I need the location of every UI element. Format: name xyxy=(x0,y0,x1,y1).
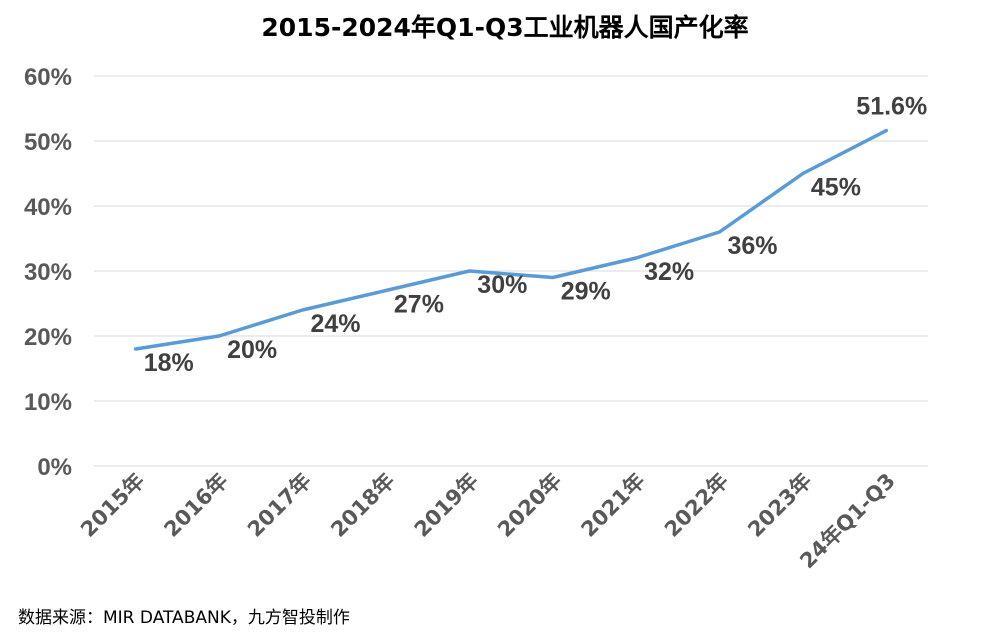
x-tick-label: 2020年 xyxy=(493,469,566,542)
data-label: 27% xyxy=(394,291,444,319)
chart-title: 2015-2024年Q1-Q3工业机器人国产化率 xyxy=(261,13,748,42)
data-label: 24% xyxy=(311,310,361,338)
x-tick-label: 2018年 xyxy=(326,469,399,542)
data-label: 18% xyxy=(144,349,194,377)
x-tick-label: 2023年 xyxy=(743,469,816,542)
x-tick-label: 2021年 xyxy=(576,469,649,542)
data-label: 30% xyxy=(477,271,527,299)
data-labels: 18% 20% 24% 27% 30% 29% 32% 36% 45% 51.6% xyxy=(144,93,927,377)
data-label: 45% xyxy=(811,174,861,202)
data-label: 36% xyxy=(728,232,778,260)
y-tick-label: 40% xyxy=(24,194,72,221)
y-axis-ticks: 0% 10% 20% 30% 40% 50% 60% xyxy=(24,64,72,481)
x-tick-label: 2015年 xyxy=(76,469,149,542)
source-note: 数据来源：MIR DATABANK，九方智投制作 xyxy=(18,603,350,628)
data-label: 51.6% xyxy=(856,93,927,121)
y-tick-label: 20% xyxy=(24,324,72,351)
y-tick-label: 30% xyxy=(24,259,72,286)
data-label: 29% xyxy=(561,278,611,306)
x-tick-label: 2017年 xyxy=(243,469,316,542)
data-label: 32% xyxy=(644,258,694,286)
y-tick-label: 50% xyxy=(24,129,72,156)
y-tick-label: 60% xyxy=(24,64,72,91)
x-tick-label: 2022年 xyxy=(660,469,733,542)
x-tick-label: 2016年 xyxy=(159,469,232,542)
data-label: 20% xyxy=(227,336,277,364)
x-tick-label: 2019年 xyxy=(410,469,483,542)
x-axis-ticks: 2015年 2016年 2017年 2018年 2019年 2020年 2021年 2022年… xyxy=(76,469,900,574)
y-tick-label: 10% xyxy=(24,389,72,416)
y-tick-label: 0% xyxy=(37,454,72,481)
